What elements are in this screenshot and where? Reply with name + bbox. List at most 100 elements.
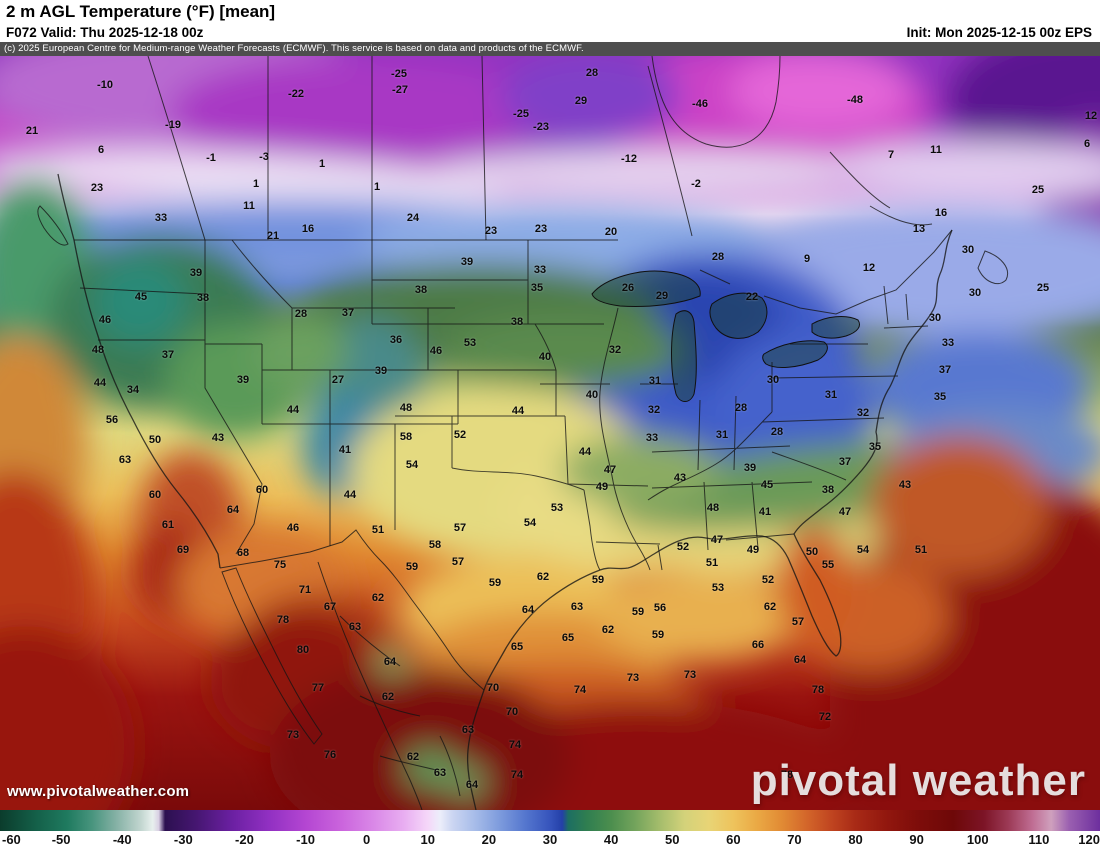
temp-value-label: -48 — [847, 94, 863, 106]
temp-value-label: 47 — [710, 534, 724, 546]
temp-value-label: -46 — [692, 98, 708, 110]
colorbar-tick: 0 — [363, 832, 371, 847]
temp-value-label: 77 — [311, 682, 325, 694]
colorbar-tick: -20 — [235, 832, 254, 847]
colorbar-tick: 80 — [848, 832, 863, 847]
temp-value-label: 46 — [429, 345, 443, 357]
temp-value-label: 62 — [381, 691, 395, 703]
temp-value-label: 49 — [595, 481, 609, 493]
temp-value-label: -23 — [533, 121, 549, 133]
colorbar-tick-labels: -60 -50 -40 -30 -20 -10 0 10 20 30 40 50 60 70 80 90 100… — [0, 831, 1100, 850]
temp-value-label: 58 — [428, 539, 442, 551]
us-mexico-border — [219, 529, 485, 691]
temp-value-label: 57 — [453, 522, 467, 534]
temp-value-label: 72 — [818, 711, 832, 723]
temp-value-label: 76 — [323, 749, 337, 761]
lake-ontario — [811, 316, 860, 339]
temp-value-label: 57 — [451, 556, 465, 568]
temp-value-label: 73 — [286, 729, 300, 741]
temp-value-label: 39 — [189, 267, 203, 279]
temperature-map: -10 -22 -25 -27 28 29 -46 -48 21 -19 -25 -23 12 6 6 -1-… — [0, 56, 1100, 810]
temp-value-label: 31 — [648, 375, 662, 387]
temp-value-label: 60 — [255, 484, 269, 496]
page-title: 2 m AGL Temperature (°F) [mean] — [6, 2, 276, 21]
temp-value-label: -22 — [288, 88, 304, 100]
temp-value-label: 45 — [134, 291, 148, 303]
temp-value-label: 26 — [621, 282, 635, 294]
temp-value-label: 32 — [608, 344, 622, 356]
temp-value-label: 80 — [296, 644, 310, 656]
temp-value-label: 39 — [460, 256, 474, 268]
temp-value-label: 16 — [301, 223, 315, 235]
temp-value-label: 35 — [868, 441, 882, 453]
temp-value-label: 1 — [252, 178, 260, 190]
temp-value-label: 34 — [126, 384, 140, 396]
temp-value-label: 44 — [343, 489, 357, 501]
temp-value-label: 29 — [574, 95, 588, 107]
temp-value-label: 30 — [928, 312, 942, 324]
temperature-labels-layer: -10 -22 -25 -27 28 29 -46 -48 21 -19 -25 -23 12 6 6 -1-… — [0, 56, 1100, 810]
great-lakes — [591, 270, 860, 402]
temp-value-label: 21 — [266, 230, 280, 242]
lake-superior — [591, 270, 701, 307]
temp-value-label: -2 — [691, 178, 701, 190]
temp-value-label: 23 — [534, 223, 548, 235]
temp-value-label: 59 — [488, 577, 502, 589]
temp-value-label: 51 — [705, 557, 719, 569]
temp-value-label: 74 — [510, 769, 524, 781]
temp-value-label: 31 — [824, 389, 838, 401]
pivotal-weather-logo: pivotal weather — [750, 756, 1086, 805]
lake-huron — [709, 292, 768, 339]
temp-value-label: -12 — [621, 153, 637, 165]
temp-value-label: 12 — [1084, 110, 1098, 122]
temp-value-label: 73 — [683, 669, 697, 681]
init-time-label: Init: Mon 2025-12-15 00z EPS — [906, 24, 1092, 40]
temp-value-label: 28 — [734, 402, 748, 414]
temp-value-label: 1 — [318, 158, 326, 170]
temp-value-label: 63 — [348, 621, 362, 633]
temp-value-label: -27 — [392, 84, 408, 96]
temp-value-label: 24 — [406, 212, 420, 224]
temp-value-label: 64 — [793, 654, 807, 666]
colorbar-gradient — [0, 810, 1100, 831]
us-canada-border-east — [699, 229, 953, 315]
temp-value-label: 39 — [236, 374, 250, 386]
temp-value-label: 28 — [711, 251, 725, 263]
temp-value-label: 35 — [530, 282, 544, 294]
baja-peninsula — [221, 567, 323, 745]
colorbar-tick: 100 — [966, 832, 989, 847]
temp-value-label: 78 — [780, 769, 794, 781]
temp-value-label: 33 — [154, 212, 168, 224]
watermark-url: www.pivotalweather.com — [7, 783, 190, 800]
temp-value-label: 63 — [433, 767, 447, 779]
temp-value-label: 22 — [745, 291, 759, 303]
temp-value-label: -3 — [259, 151, 269, 163]
us-state-borders — [79, 239, 929, 571]
temp-value-label: 63 — [118, 454, 132, 466]
temp-value-label: 32 — [856, 407, 870, 419]
temp-value-label: -1 — [206, 152, 216, 164]
temp-value-label: 66 — [751, 639, 765, 651]
temp-value-label: 21 — [25, 125, 39, 137]
temp-value-label: 46 — [98, 314, 112, 326]
temp-value-label: 40 — [538, 351, 552, 363]
temp-value-label: 52 — [761, 574, 775, 586]
temp-value-label: 38 — [821, 484, 835, 496]
temp-value-label: -25 — [513, 108, 529, 120]
temp-value-label: 1 — [373, 181, 381, 193]
colorbar-tick: -50 — [51, 832, 71, 847]
temp-value-label: 64 — [521, 604, 535, 616]
colorbar-tick: 20 — [481, 832, 497, 847]
temp-value-label: 6 — [97, 144, 105, 156]
temp-value-label: 27 — [331, 374, 345, 386]
colorbar-tick: 30 — [542, 832, 558, 847]
temp-value-label: -25 — [391, 68, 407, 80]
copyright-bar: (c) 2025 European Centre for Medium-rang… — [0, 42, 1100, 56]
temp-value-label: 31 — [715, 429, 729, 441]
temp-value-label: 60 — [148, 489, 162, 501]
colorbar-tick: 70 — [787, 832, 802, 847]
colorbar-tick: 40 — [603, 832, 619, 847]
temp-value-label: 30 — [968, 287, 982, 299]
temp-value-label: 53 — [550, 502, 564, 514]
canadian-province-borders — [147, 56, 693, 241]
